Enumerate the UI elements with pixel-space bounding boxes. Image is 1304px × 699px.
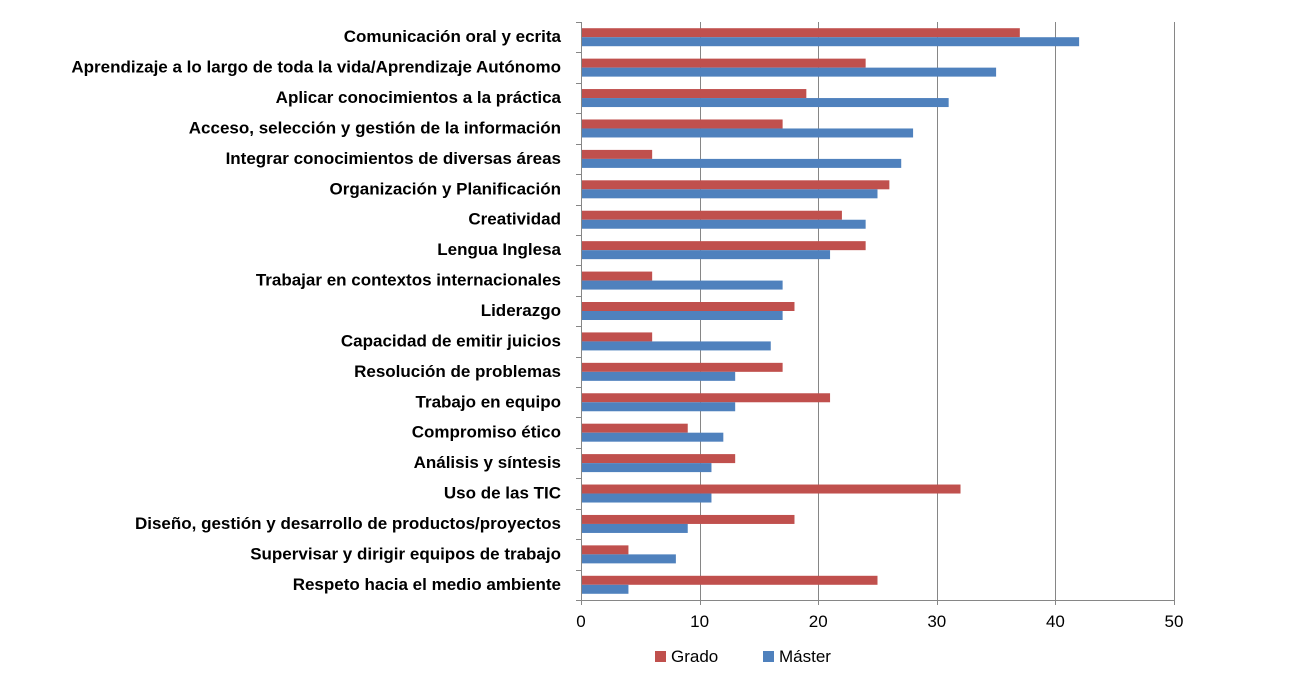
bar-mster-11 bbox=[581, 371, 736, 381]
bar-mster-13 bbox=[581, 432, 724, 442]
bar-grado-6 bbox=[581, 210, 842, 220]
bar-grado-3 bbox=[581, 119, 783, 129]
bar-mster-8 bbox=[581, 280, 783, 290]
category-label: Diseño, gestión y desarrollo de producto… bbox=[135, 514, 561, 533]
bar-grado-14 bbox=[581, 454, 736, 464]
category-label: Aprendizaje a lo largo de toda la vida/A… bbox=[71, 58, 561, 77]
bar-mster-4 bbox=[581, 158, 902, 168]
bar-grado-10 bbox=[581, 332, 653, 342]
category-label: Capacidad de emitir juicios bbox=[341, 331, 561, 350]
bar-grado-12 bbox=[581, 393, 831, 403]
category-label: Análisis y síntesis bbox=[414, 453, 561, 472]
bar-mster-1 bbox=[581, 67, 997, 77]
category-label: Compromiso ético bbox=[412, 423, 561, 442]
bar-mster-14 bbox=[581, 463, 712, 473]
bar-grado-2 bbox=[581, 89, 807, 99]
bar-grado-11 bbox=[581, 362, 783, 372]
bar-grado-4 bbox=[581, 149, 653, 159]
category-label: Organización y Planificación bbox=[330, 179, 561, 198]
gridlines bbox=[700, 22, 1175, 600]
bar-mster-18 bbox=[581, 584, 629, 594]
x-tick-label: 10 bbox=[690, 612, 709, 631]
category-label: Aplicar conocimientos a la práctica bbox=[276, 88, 562, 107]
legend: Grado Máster bbox=[655, 647, 831, 666]
category-label: Respeto hacia el medio ambiente bbox=[293, 575, 561, 594]
bar-mster-12 bbox=[581, 402, 736, 412]
x-tick-label: 50 bbox=[1165, 612, 1184, 631]
bar-mster-5 bbox=[581, 189, 878, 199]
bar-mster-17 bbox=[581, 554, 676, 564]
bar-mster-6 bbox=[581, 219, 866, 229]
category-label: Trabajar en contextos internacionales bbox=[256, 271, 561, 290]
bar-grado-18 bbox=[581, 575, 878, 585]
bar-mster-0 bbox=[581, 37, 1080, 47]
category-label: Liderazgo bbox=[481, 301, 561, 320]
legend-swatch-mster bbox=[763, 651, 774, 662]
x-tick-label: 40 bbox=[1046, 612, 1065, 631]
bar-grado-17 bbox=[581, 545, 629, 555]
bar-grado-8 bbox=[581, 271, 653, 281]
x-tick-labels: 0 10 20 30 40 50 bbox=[576, 612, 1183, 631]
bar-grado-0 bbox=[581, 28, 1020, 38]
bar-mster-10 bbox=[581, 341, 771, 351]
legend-label: Grado bbox=[671, 647, 718, 666]
bar-grado-16 bbox=[581, 514, 795, 524]
bar-grado-13 bbox=[581, 423, 688, 433]
bar-grado-15 bbox=[581, 484, 961, 494]
category-label: Supervisar y dirigir equipos de trabajo bbox=[250, 544, 561, 563]
bar-mster-16 bbox=[581, 523, 688, 533]
category-labels: Comunicación oral y ecrita Aprendizaje a … bbox=[71, 27, 561, 594]
category-label: Uso de las TIC bbox=[444, 484, 561, 503]
bar-mster-15 bbox=[581, 493, 712, 503]
category-label: Acceso, selección y gestión de la inform… bbox=[189, 118, 561, 137]
bar-grado-1 bbox=[581, 58, 866, 68]
bars bbox=[581, 28, 1080, 594]
bar-grado-9 bbox=[581, 302, 795, 311]
category-label: Integrar conocimientos de diversas áreas bbox=[226, 149, 561, 168]
axes bbox=[576, 22, 1175, 605]
x-tick-label: 20 bbox=[809, 612, 828, 631]
legend-swatch-grado bbox=[655, 651, 666, 662]
bar-mster-2 bbox=[581, 98, 949, 108]
x-tick-label: 0 bbox=[576, 612, 585, 631]
bar-mster-9 bbox=[581, 311, 783, 320]
category-label: Comunicación oral y ecrita bbox=[344, 27, 562, 46]
bar-grado-7 bbox=[581, 241, 866, 251]
category-label: Creatividad bbox=[468, 210, 561, 229]
bar-mster-7 bbox=[581, 250, 831, 260]
legend-label: Máster bbox=[779, 647, 831, 666]
bar-grado-5 bbox=[581, 180, 890, 190]
category-label: Lengua Inglesa bbox=[437, 240, 561, 259]
bar-mster-3 bbox=[581, 128, 914, 138]
category-label: Resolución de problemas bbox=[354, 362, 561, 381]
x-tick-label: 30 bbox=[927, 612, 946, 631]
category-label: Trabajo en equipo bbox=[416, 392, 561, 411]
